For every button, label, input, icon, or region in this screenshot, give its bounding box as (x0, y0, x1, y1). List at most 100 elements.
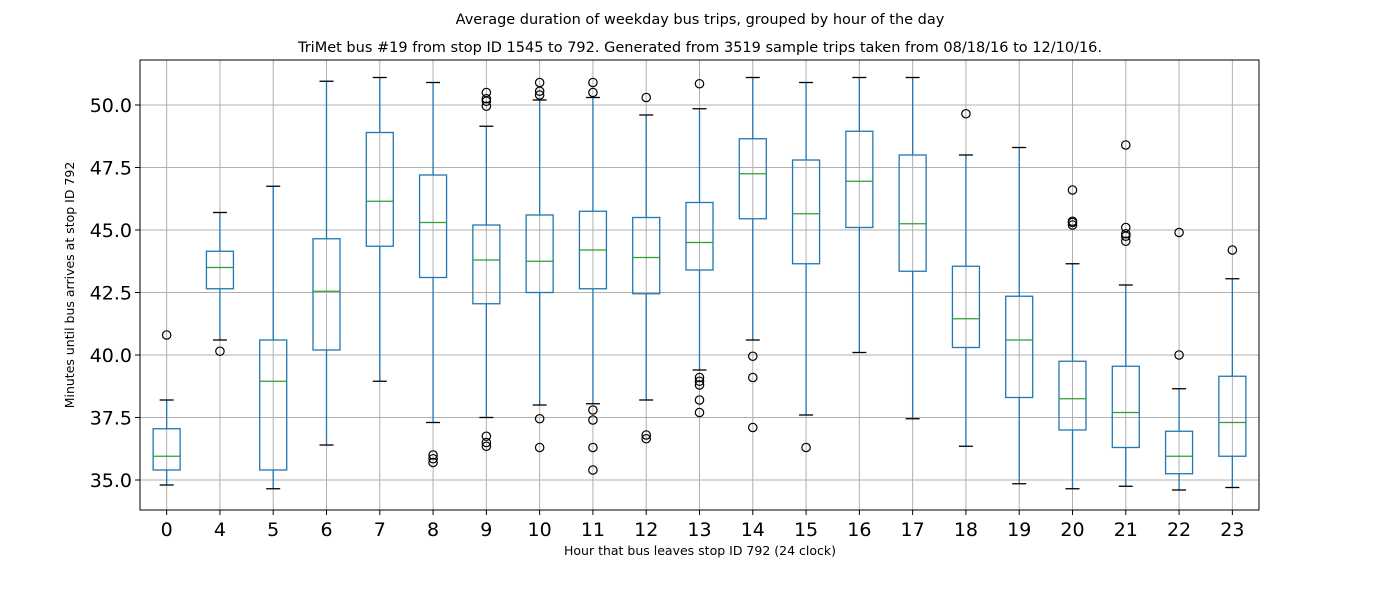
outlier-point (641, 92, 652, 103)
x-tick-label: 15 (794, 519, 818, 541)
iqr-box (791, 159, 821, 265)
outlier-point (1120, 140, 1131, 150)
outlier-point (481, 96, 492, 107)
box-group-hour-17 (898, 76, 927, 420)
box-group-hour-8 (418, 81, 448, 468)
outlier-point (588, 442, 598, 453)
x-tick-label: 20 (1060, 519, 1084, 541)
box-group-hour-23 (1218, 245, 1247, 489)
box-group-hour-5 (259, 185, 288, 490)
box-group-hour-22 (1164, 227, 1194, 491)
iqr-box (632, 216, 661, 295)
outlier-point (534, 413, 545, 424)
y-tick-label: 50.0 (90, 95, 132, 117)
box-group-hour-11 (578, 77, 608, 475)
outlier-point (481, 431, 492, 442)
outlier-point (534, 90, 545, 100)
chart-title: Average duration of weekday bus trips, g… (456, 12, 945, 28)
outlier-point (428, 450, 438, 460)
outlier-point (161, 330, 172, 340)
outlier-point (428, 453, 438, 464)
x-tick-label: 14 (741, 519, 765, 541)
outlier-point (1120, 228, 1131, 239)
x-tick-label: 13 (687, 519, 711, 541)
y-axis-label: Minutes until bus arrives at stop ID 792 (62, 162, 77, 409)
x-tick-label: 5 (267, 519, 279, 541)
outlier-point (215, 346, 225, 357)
outlier-point (534, 86, 545, 97)
outlier-point (694, 380, 705, 390)
outlier-point (481, 101, 492, 112)
box-group-hour-21 (1111, 140, 1140, 487)
outlier-point (641, 430, 652, 440)
outlier-point (747, 372, 758, 383)
y-tick-label: 45.0 (90, 220, 132, 242)
x-tick-label: 22 (1167, 519, 1191, 541)
iqr-box (951, 265, 981, 349)
y-tick-label: 35.0 (90, 470, 132, 492)
outlier-point (588, 415, 598, 425)
iqr-box (1111, 365, 1140, 449)
iqr-box (1218, 375, 1247, 457)
outlier-point (747, 351, 758, 362)
x-tick-label: 23 (1220, 519, 1244, 541)
y-tick-label: 42.5 (90, 283, 132, 305)
x-axis-label: Hour that bus leaves stop ID 792 (24 clo… (564, 543, 836, 558)
iqr-box (365, 131, 394, 247)
outlier-point (1120, 236, 1131, 247)
iqr-box (738, 138, 767, 220)
box-group-hour-18 (951, 108, 981, 447)
iqr-box (685, 201, 714, 271)
iqr-box (845, 130, 874, 229)
outlier-point (801, 442, 811, 453)
chart-subtitle: TriMet bus #19 from stop ID 1545 to 792.… (297, 40, 1102, 56)
x-tick-label: 7 (374, 519, 386, 541)
iqr-box (525, 214, 554, 294)
x-tick-label: 10 (528, 519, 552, 541)
plot-area (152, 76, 1247, 491)
outlier-point (1174, 227, 1184, 238)
outlier-point (481, 93, 492, 104)
iqr-box (259, 339, 288, 471)
outlier-point (641, 433, 652, 444)
iqr-box (1164, 430, 1194, 475)
box-group-hour-7 (365, 76, 394, 382)
outlier-point (1067, 217, 1078, 228)
outlier-point (1227, 245, 1238, 255)
iqr-box (205, 250, 235, 290)
outlier-point (481, 441, 492, 452)
outlier-point (1067, 185, 1078, 195)
box-group-hour-6 (312, 80, 341, 446)
outlier-point (694, 372, 705, 383)
outlier-point (1174, 350, 1184, 360)
box-group-hour-14 (738, 76, 767, 433)
x-tick-label: 6 (320, 519, 332, 541)
iqr-box (472, 224, 501, 305)
outlier-point (694, 376, 705, 387)
x-tick-label: 12 (634, 519, 658, 541)
box-group-hour-10 (525, 77, 554, 453)
outlier-point (588, 465, 598, 475)
box-group-hour-0 (152, 330, 181, 486)
x-tick-label: 16 (847, 519, 871, 541)
outlier-point (588, 87, 598, 98)
iqr-box (312, 238, 341, 351)
box-group-hour-9 (472, 87, 501, 452)
outlier-point (534, 442, 545, 453)
box-group-hour-15 (791, 81, 821, 453)
outlier-point (694, 407, 705, 418)
iqr-box (1058, 360, 1087, 431)
y-tick-label: 47.5 (90, 158, 132, 180)
x-tick-label: 18 (954, 519, 978, 541)
outlier-point (961, 108, 971, 119)
y-tick-label: 40.0 (90, 345, 132, 367)
box-group-hour-20 (1058, 185, 1087, 490)
outlier-point (1120, 231, 1131, 242)
x-tick-label: 8 (427, 519, 439, 541)
y-tick-label: 37.5 (90, 408, 132, 430)
outlier-point (694, 78, 705, 89)
x-tick-label: 4 (214, 519, 226, 541)
iqr-box (898, 154, 927, 272)
x-tick-label: 9 (480, 519, 492, 541)
